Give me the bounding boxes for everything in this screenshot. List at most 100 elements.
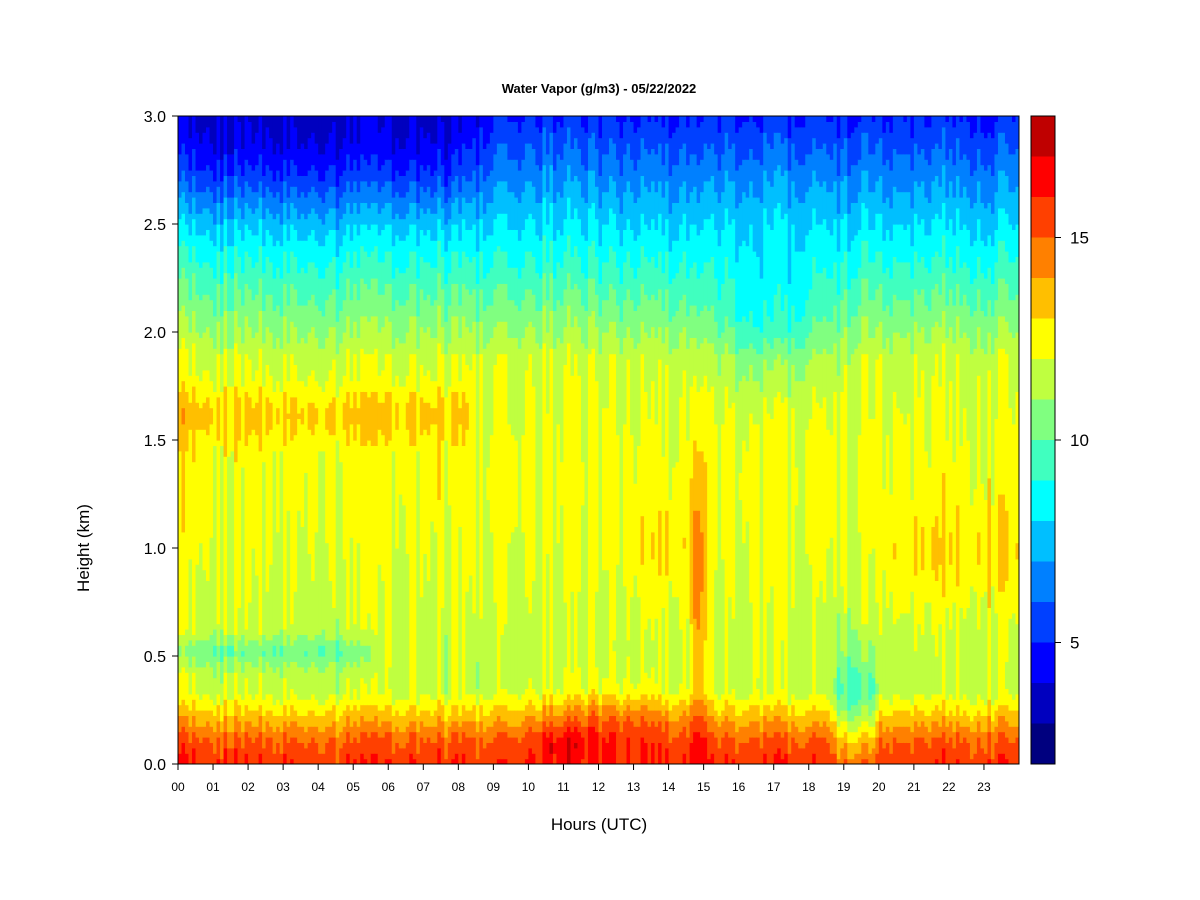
heatmap-cell [994,299,999,338]
heatmap-cell [318,278,323,311]
heatmap-cell [283,283,288,317]
heatmap-cell [202,710,207,727]
heatmap-cell [346,677,351,706]
heatmap-cell [213,704,218,716]
heatmap-cell [314,742,319,764]
heatmap-cell [234,715,239,733]
heatmap-cell [216,623,221,646]
heatmap-cell [398,116,403,149]
heatmap-cell [938,326,943,387]
heatmap-cell [216,396,221,441]
heatmap-cell [773,396,778,706]
heatmap-cell [644,224,649,257]
heatmap-cell [489,531,494,700]
heatmap-cell [489,699,494,711]
heatmap-cell [910,170,915,209]
heatmap-cell [665,747,670,764]
heatmap-cell [388,283,393,322]
heatmap-cell [801,380,806,700]
heatmap-cell [286,418,291,511]
heatmap-cell [577,591,582,668]
heatmap-cell [209,537,214,635]
heatmap-cell [489,434,494,533]
heatmap-cell [945,197,950,230]
heatmap-cell [591,710,596,727]
heatmap-cell [479,251,484,290]
heatmap-cell [868,715,873,727]
heatmap-cell [216,704,221,722]
heatmap-cell [290,116,295,160]
heatmap-cell [679,629,684,684]
heatmap-cell [503,321,508,355]
heatmap-cell [489,116,494,133]
heatmap-cell [192,245,197,274]
heatmap-cell [868,299,873,338]
heatmap-cell [538,202,544,241]
heatmap-cell [367,186,372,209]
heatmap-cell [696,731,701,764]
heatmap-cell [745,699,750,711]
heatmap-cell [766,413,771,603]
heatmap-cell [847,656,852,711]
heatmap-cell [444,634,449,695]
heatmap-cell [980,483,985,598]
heatmap-cell [272,715,277,733]
heatmap-cell [871,726,876,738]
heatmap-cell [535,710,540,722]
heatmap-cell [934,213,939,252]
heatmap-cell [955,504,961,587]
heatmap-cell [959,267,964,306]
heatmap-cell [461,704,466,722]
heatmap-cell [850,742,855,760]
heatmap-cell [654,423,659,619]
heatmap-cell [367,737,372,764]
heatmap-cell [822,116,827,144]
heatmap-cell [990,137,996,176]
heatmap-cell [556,116,561,122]
heatmap-cell [661,342,666,457]
heatmap-cell [405,402,410,430]
heatmap-cell [598,693,603,706]
heatmap-cell [815,272,820,322]
heatmap-cell [395,213,400,236]
heatmap-cell [423,116,428,139]
heatmap-cell [500,634,505,689]
heatmap-cell [465,180,470,203]
heatmap-cell [559,126,565,160]
heatmap-cell [973,348,978,490]
heatmap-cell [903,261,908,301]
heatmap-cell [675,310,680,349]
heatmap-cell [686,704,691,716]
heatmap-cell [689,224,694,268]
heatmap-cell [384,116,389,160]
heatmap-cell [514,305,519,338]
heatmap-cell [405,299,410,333]
heatmap-cell [206,693,211,711]
heatmap-cell [521,159,526,193]
heatmap-cell [1008,407,1013,619]
heatmap-cell [570,256,575,290]
heatmap-cell [717,715,722,727]
heatmap-cell [686,715,691,738]
heatmap-cell [430,175,435,198]
heatmap-cell [829,191,834,236]
heatmap-cell [472,170,477,198]
heatmap-cell [717,726,722,749]
heatmap-cell [500,731,505,760]
heatmap-cell [402,175,407,198]
heatmap-cell [363,645,368,662]
heatmap-cell [980,202,985,241]
heatmap-cell [507,267,512,301]
heatmap-cell [997,753,1003,764]
heatmap-cell [1001,704,1006,716]
heatmap-cell [1011,699,1017,711]
heatmap-cell [276,267,281,306]
heatmap-cell [791,116,796,144]
heatmap-cell [577,148,582,182]
heatmap-cell [812,207,817,257]
heatmap-cell [328,116,333,133]
heatmap-cell [920,148,925,182]
heatmap-cell [255,234,260,263]
heatmap-cell [311,369,316,403]
heatmap-cell [206,580,211,641]
